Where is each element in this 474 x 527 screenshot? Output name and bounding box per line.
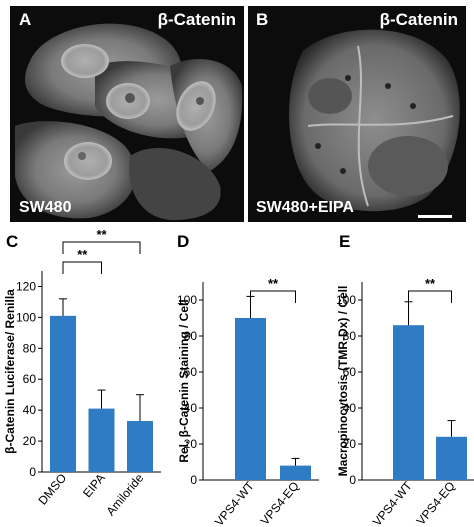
- panel-c-letter: C: [6, 232, 18, 251]
- chart-c-bar: [127, 420, 153, 472]
- chart-c-y-tick-label: 120: [16, 279, 36, 293]
- chart-d-significance-bracket: [250, 290, 296, 303]
- chart-c-y-tick-label: 80: [23, 341, 37, 355]
- chart-e-y-tick-label: 20: [343, 437, 357, 451]
- panel-b-title: β-Catenin: [379, 10, 458, 29]
- chart-c-category-label: EIPA: [80, 471, 108, 500]
- chart-e-y-tick-label: 40: [343, 401, 357, 415]
- chart-d-y-tick-label: 100: [177, 293, 197, 307]
- chart-c-y-tick-label: 20: [23, 434, 37, 448]
- scale-bar: [418, 215, 452, 218]
- panel-b-letter: B: [256, 10, 269, 29]
- chart-d-bar: [280, 465, 311, 480]
- chart-c-y-tick-label: 100: [16, 310, 36, 324]
- chart-d-ylabel: Rel. β-Catenin Staining / Cell: [177, 299, 191, 462]
- chart-c-category-label: DMSO: [35, 471, 69, 508]
- chart-e-bar: [393, 325, 424, 480]
- chart-d-significance-label: **: [268, 276, 279, 291]
- chart-c-y-tick-label: 60: [23, 372, 37, 386]
- chart-e-significance-bracket: [408, 290, 452, 303]
- micrograph-panel-b: B β-Catenin SW480+EIPA: [248, 6, 466, 222]
- panel-a-letter: A: [19, 10, 32, 29]
- chart-e-y-tick-label: 80: [343, 329, 357, 343]
- chart-e-ylabel: Macropinocytosis (TMR-Dx) / Cell: [336, 286, 350, 477]
- chart-c-y-tick-label: 0: [29, 465, 36, 479]
- chart-d-y-tick-label: 0: [190, 473, 197, 487]
- chart-c-category-label: Amiloride: [103, 471, 146, 519]
- chart-e-category-label: VPS4-WT: [370, 478, 415, 527]
- chart-d-bar: [235, 318, 266, 480]
- panel-d-letter: D: [177, 232, 189, 251]
- chart-c-significance-label: **: [96, 227, 107, 242]
- chart-c-bar: [50, 315, 76, 472]
- chart-e-y-tick-label: 60: [343, 365, 357, 379]
- panel-a-title: β-Catenin: [157, 10, 236, 29]
- chart-c-y-tick-label: 40: [23, 403, 37, 417]
- micrograph-a-image: [15, 23, 243, 221]
- panel-b-condition: SW480+EIPA: [256, 199, 354, 216]
- chart-c-bar: [88, 408, 115, 472]
- chart-d-y-tick-label: 60: [184, 365, 198, 379]
- chart-c-significance-bracket: [62, 241, 141, 254]
- chart-e-bar: [436, 436, 467, 480]
- chart-d-y-tick-label: 20: [184, 437, 198, 451]
- micrograph-panel-a: A β-Catenin SW480: [10, 6, 244, 222]
- panel-a-condition: SW480: [19, 199, 72, 216]
- chart-c-significance-bracket: [62, 261, 102, 274]
- chart-e-significance-label: **: [425, 276, 436, 291]
- chart-c-ylabel: β-Catenin Luciferase/ Renilla: [3, 289, 17, 454]
- panel-e-letter: E: [339, 232, 350, 251]
- chart-e-category-label: VPS4-EQ: [414, 479, 458, 527]
- chart-e-y-tick-label: 100: [336, 293, 356, 307]
- chart-d-y-tick-label: 80: [184, 329, 198, 343]
- micrograph-b-image: [289, 29, 460, 218]
- chart-e-y-tick-label: 0: [349, 473, 356, 487]
- chart-d-y-tick-label: 40: [184, 401, 198, 415]
- chart-d-category-label: VPS4-WT: [212, 478, 257, 527]
- chart-d-category-label: VPS4-EQ: [258, 479, 302, 527]
- chart-c-significance-label: **: [77, 247, 88, 262]
